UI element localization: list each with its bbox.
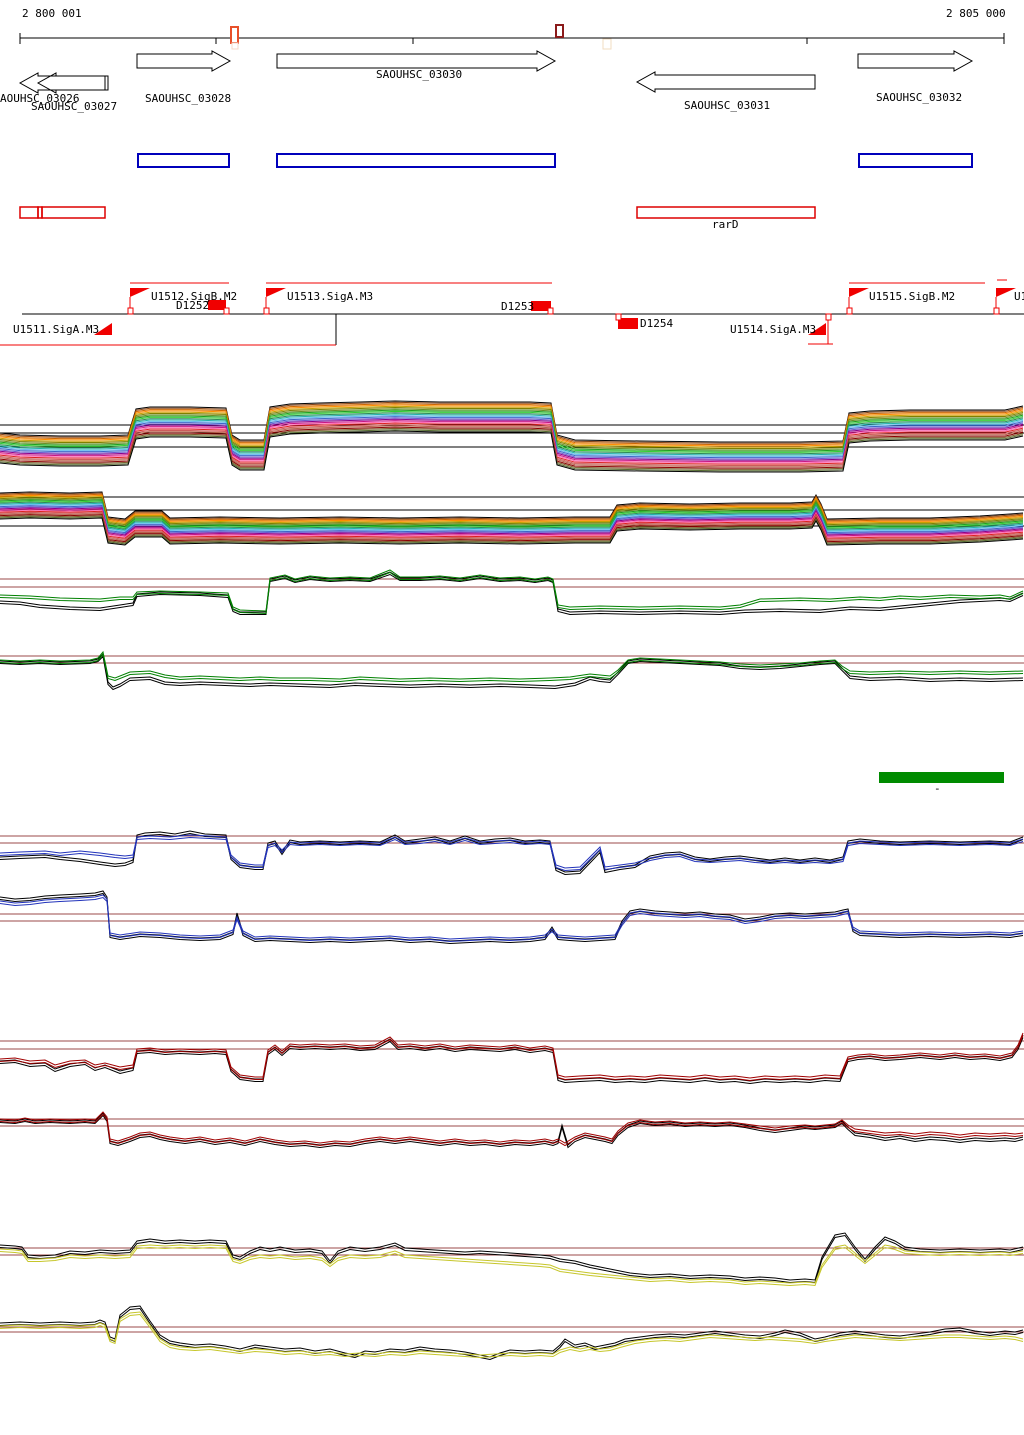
signal-line bbox=[0, 571, 1024, 615]
tss-base-square bbox=[993, 307, 1000, 315]
signal-line bbox=[0, 1034, 1024, 1082]
signal-line bbox=[0, 894, 1024, 940]
terminator-base-square bbox=[547, 307, 554, 315]
terminator-box[interactable] bbox=[531, 301, 551, 311]
gene-label-saouhsc_03027: SAOUHSC_03027 bbox=[31, 100, 118, 113]
tss-flag[interactable] bbox=[849, 288, 869, 297]
signal-line bbox=[0, 1037, 1024, 1085]
tss-base-square bbox=[825, 313, 832, 321]
ruler-marker[interactable] bbox=[602, 38, 612, 50]
tss-label: U1511.SigA.M3 bbox=[13, 323, 100, 336]
track-rnaseq-yellow-reverse bbox=[0, 1305, 1024, 1361]
gene-arrow-saouhsc_03032[interactable] bbox=[857, 50, 974, 72]
signal-line bbox=[0, 892, 1024, 945]
signal-line bbox=[0, 1234, 1024, 1284]
signal-line bbox=[0, 896, 1024, 943]
gene-label-saouhsc_03028: SAOUHSC_03028 bbox=[145, 92, 232, 105]
signal-line bbox=[0, 493, 1024, 522]
track-tiling-array-forward bbox=[0, 400, 1024, 473]
transcript-box[interactable] bbox=[41, 206, 106, 219]
gene-arrow-saouhsc_03028[interactable] bbox=[136, 50, 232, 72]
signal-line bbox=[0, 832, 1024, 876]
signal-line bbox=[0, 1035, 1024, 1082]
tss-base-square bbox=[263, 307, 270, 315]
highlight-bar-dash: - bbox=[934, 782, 941, 795]
transcript-label-rard: rarD bbox=[712, 218, 739, 231]
ruler-marker[interactable] bbox=[231, 42, 239, 50]
signal-line bbox=[0, 1244, 1024, 1284]
signal-line bbox=[0, 836, 1024, 872]
gene-label-saouhsc_03031: SAOUHSC_03031 bbox=[684, 99, 771, 112]
signal-line bbox=[0, 830, 1024, 873]
signal-line bbox=[0, 1114, 1024, 1149]
tss-flag[interactable] bbox=[266, 288, 286, 297]
signal-line bbox=[0, 430, 1024, 473]
terminator-box[interactable] bbox=[208, 300, 226, 310]
signal-line bbox=[0, 571, 1024, 613]
tss-label: U1515.SigB.M2 bbox=[869, 290, 956, 303]
terminator-label: D1254 bbox=[640, 317, 674, 330]
tss-flag[interactable] bbox=[996, 288, 1016, 297]
terminator-box[interactable] bbox=[618, 318, 638, 329]
annotation-layer bbox=[0, 24, 1024, 346]
tss-label: U1513.SigA.M3 bbox=[287, 290, 374, 303]
signal-line bbox=[0, 1307, 1024, 1361]
track-rnaseq-red-forward bbox=[0, 1032, 1024, 1085]
signal-line bbox=[0, 573, 1024, 616]
ruler-start-label: 2 800 001 bbox=[22, 7, 82, 20]
ruler-marker[interactable] bbox=[555, 24, 564, 38]
track-rnaseq-yellow-forward bbox=[0, 1232, 1024, 1287]
gene-arrow-saouhsc_03031[interactable] bbox=[635, 71, 816, 93]
gene-label-saouhsc_03032: SAOUHSC_03032 bbox=[876, 91, 963, 104]
signal-line bbox=[0, 517, 1024, 546]
transcript-box[interactable] bbox=[636, 206, 816, 219]
terminator-label: D1253 bbox=[501, 300, 535, 313]
gene-arrow-saouhsc_03027[interactable] bbox=[36, 72, 109, 94]
signal-line bbox=[0, 569, 1024, 612]
signal-line bbox=[0, 650, 1024, 680]
track-rnaseq-red-reverse bbox=[0, 1111, 1024, 1149]
tss-label: U1514.SigA.M3 bbox=[730, 323, 817, 336]
signal-line bbox=[0, 1232, 1024, 1281]
signal-line bbox=[0, 1313, 1024, 1359]
track-rnaseq-blue-reverse bbox=[0, 890, 1024, 945]
signal-line bbox=[0, 655, 1024, 691]
highlight-bar-layer bbox=[879, 772, 1004, 783]
track-tiling-array-reverse bbox=[0, 491, 1024, 546]
signal-line bbox=[0, 834, 1024, 869]
track-rnaseq-blue-forward bbox=[0, 830, 1024, 876]
gene-arrow-saouhsc_03030[interactable] bbox=[276, 50, 557, 72]
signal-line bbox=[0, 1311, 1024, 1356]
gene-label-aouhsc_03026: AOUHSC_03026 bbox=[0, 92, 80, 105]
tss-flag[interactable] bbox=[130, 288, 150, 297]
operon-bar[interactable] bbox=[858, 153, 973, 168]
track-rnaseq-green-reverse bbox=[0, 650, 1024, 691]
signal-line bbox=[0, 1246, 1024, 1287]
terminator-base-square bbox=[223, 307, 230, 315]
ruler-end-label: 2 805 000 bbox=[946, 7, 1006, 20]
tss-flag-reverse[interactable] bbox=[808, 323, 826, 335]
terminator-label: D1252 bbox=[176, 299, 210, 312]
signal-line bbox=[0, 1113, 1024, 1147]
transcript-box[interactable] bbox=[19, 206, 39, 219]
track-rnaseq-green-forward bbox=[0, 569, 1024, 616]
ruler-marker[interactable] bbox=[230, 26, 239, 44]
gene-label-saouhsc_03030: SAOUHSC_03030 bbox=[376, 68, 463, 81]
signal-line bbox=[0, 1111, 1024, 1144]
signal-line bbox=[0, 1305, 1024, 1358]
signal-line bbox=[0, 491, 1024, 520]
highlight-bar[interactable] bbox=[879, 772, 1004, 783]
tss-label: U1 bbox=[1014, 290, 1024, 303]
terminator-base-square bbox=[615, 313, 622, 321]
signal-line bbox=[0, 653, 1024, 683]
tss-flag-reverse[interactable] bbox=[94, 323, 112, 335]
operon-bar[interactable] bbox=[276, 153, 556, 168]
operon-bar[interactable] bbox=[137, 153, 230, 168]
tss-base-square bbox=[127, 307, 134, 315]
signal-line bbox=[0, 652, 1024, 688]
tss-label: U1512.SigB.M2 bbox=[151, 290, 238, 303]
tss-base-square bbox=[846, 307, 853, 315]
signal-line bbox=[0, 1032, 1024, 1079]
